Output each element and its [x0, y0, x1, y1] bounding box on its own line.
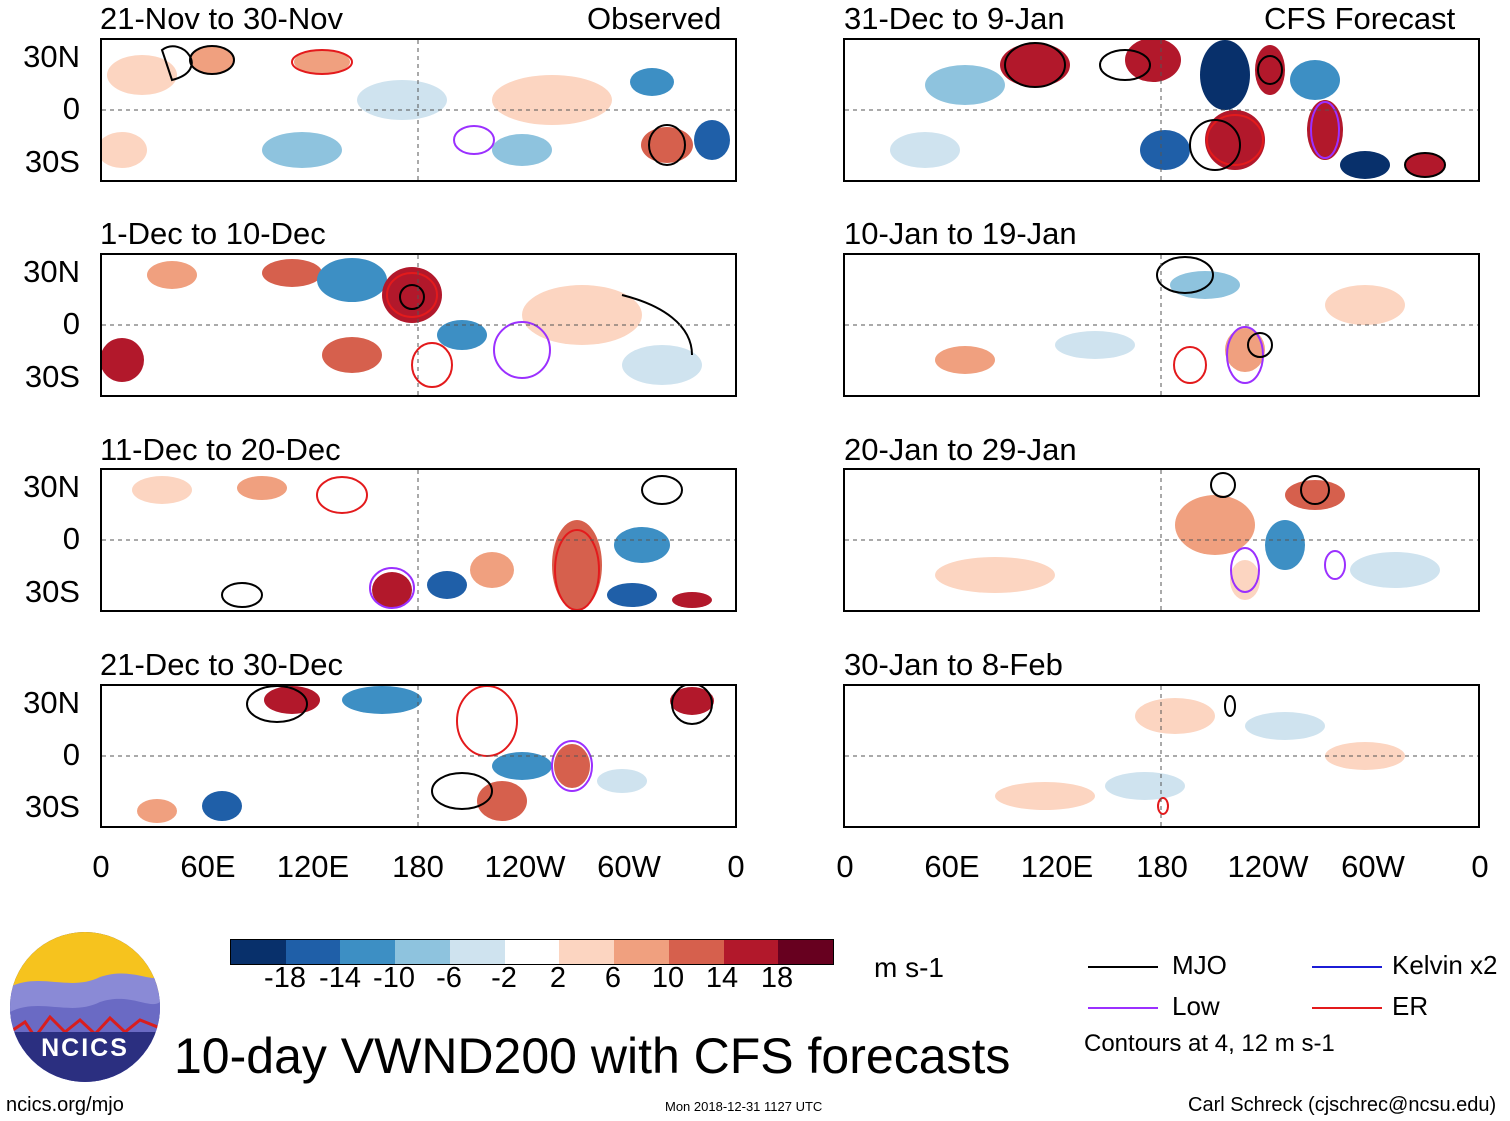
legend-line-kelvin	[1312, 966, 1382, 968]
legend-label-kelvin: Kelvin x2	[1392, 950, 1498, 980]
legend-line-er	[1312, 1007, 1382, 1009]
colorbar-tick: -18	[264, 962, 306, 994]
colorbar-swatch	[340, 940, 396, 964]
map-panel-right-4	[843, 684, 1480, 828]
panel-title-right-3: 20-Jan to 29-Jan	[844, 432, 1077, 467]
legend-line-mjo	[1088, 966, 1158, 968]
map-field	[845, 255, 1478, 395]
legend-label-low: Low	[1172, 991, 1220, 1021]
map-field	[102, 255, 735, 395]
colorbar-swatch	[285, 940, 341, 964]
legend-label-mjo: MJO	[1172, 950, 1227, 980]
lon-label: 0	[1471, 849, 1489, 884]
map-field	[845, 470, 1478, 610]
panel-title-right-1: 31-Dec to 9-Jan	[844, 1, 1065, 36]
map-panel-left-2	[100, 253, 737, 397]
colorbar-tick: -2	[491, 962, 517, 994]
cfs-forecast-label: CFS Forecast	[1264, 1, 1456, 36]
lon-label: 0	[836, 849, 854, 884]
timestamp: Mon 2018-12-31 1127 UTC	[665, 1099, 823, 1114]
panel-title-left-3: 11-Dec to 20-Dec	[100, 432, 341, 467]
ncics-logo: NCICS	[10, 932, 160, 1082]
lon-label: 0	[92, 849, 110, 884]
lat-label-0: 0	[62, 737, 80, 772]
colorbar-tick: -10	[373, 962, 415, 994]
colorbar-swatch	[723, 940, 779, 964]
map-panel-right-3	[843, 468, 1480, 612]
lat-label-30s: 30S	[24, 789, 80, 824]
author: Carl Schreck (cjschrec@ncsu.edu)	[1188, 1094, 1497, 1116]
colorbar-tick: 2	[549, 962, 567, 994]
colorbar-swatch	[668, 940, 724, 964]
logo-text: NCICS	[41, 1034, 129, 1062]
lon-label: 120W	[484, 849, 566, 884]
lat-label-30s: 30S	[24, 574, 80, 609]
map-field	[845, 686, 1478, 826]
lat-label-30n: 30N	[23, 685, 80, 720]
panel-title-right-4: 30-Jan to 8-Feb	[844, 647, 1063, 682]
lon-label: 60W	[1341, 849, 1405, 884]
colorbar-swatch	[559, 940, 615, 964]
colorbar-swatch	[778, 940, 834, 964]
lon-label: 120E	[1020, 849, 1094, 884]
lon-label: 60E	[180, 849, 236, 884]
page-title: 10-day VWND200 with CFS forecasts	[174, 1028, 1011, 1084]
panel-title-left-1: 21-Nov to 30-Nov	[100, 1, 343, 36]
panel-title-left-4: 21-Dec to 30-Dec	[100, 647, 343, 682]
lat-label-30n: 30N	[23, 469, 80, 504]
panel-title-left-2: 1-Dec to 10-Dec	[100, 216, 326, 251]
map-panel-left-4	[100, 684, 737, 828]
colorbar	[230, 939, 834, 965]
panel-title-right-2: 10-Jan to 19-Jan	[844, 216, 1077, 251]
map-field	[102, 470, 735, 610]
map-panel-right-2	[843, 253, 1480, 397]
map-field	[845, 40, 1478, 180]
lat-label-0: 0	[62, 306, 80, 341]
colorbar-tick: -14	[319, 962, 361, 994]
lat-label-30s: 30S	[24, 144, 80, 179]
lat-label-0: 0	[62, 521, 80, 556]
colorbar-tick: 10	[651, 962, 685, 994]
colorbar-tick: 6	[604, 962, 622, 994]
legend-note: Contours at 4, 12 m s-1	[1084, 1030, 1335, 1057]
colorbar-tick: -6	[436, 962, 462, 994]
colorbar-tick: 14	[705, 962, 739, 994]
map-field	[102, 686, 735, 826]
map-panel-left-3	[100, 468, 737, 612]
colorbar-swatch	[231, 940, 286, 964]
colorbar-tick: 18	[760, 962, 794, 994]
legend-label-er: ER	[1392, 991, 1429, 1021]
colorbar-swatch	[614, 940, 669, 964]
lon-label: 60E	[924, 849, 980, 884]
colorbar-units: m s-1	[874, 952, 944, 983]
lat-label-0: 0	[62, 91, 80, 126]
colorbar-swatch	[449, 940, 505, 964]
lon-label: 180	[1136, 849, 1188, 884]
site-link[interactable]: ncics.org/mjo	[6, 1094, 124, 1116]
colorbar-swatch	[504, 940, 560, 964]
lon-label: 60W	[597, 849, 661, 884]
lat-label-30n: 30N	[23, 254, 80, 289]
colorbar-swatch	[395, 940, 450, 964]
lon-label: 180	[392, 849, 444, 884]
lon-label: 0	[727, 849, 745, 884]
lon-label: 120E	[276, 849, 350, 884]
observed-label: Observed	[587, 1, 722, 36]
map-panel-left-1	[100, 38, 737, 182]
lat-label-30s: 30S	[24, 359, 80, 394]
lon-label: 120W	[1227, 849, 1309, 884]
lat-label-30n: 30N	[23, 39, 80, 74]
legend-line-low	[1088, 1007, 1158, 1009]
map-panel-right-1	[843, 38, 1480, 182]
map-field	[102, 40, 735, 180]
